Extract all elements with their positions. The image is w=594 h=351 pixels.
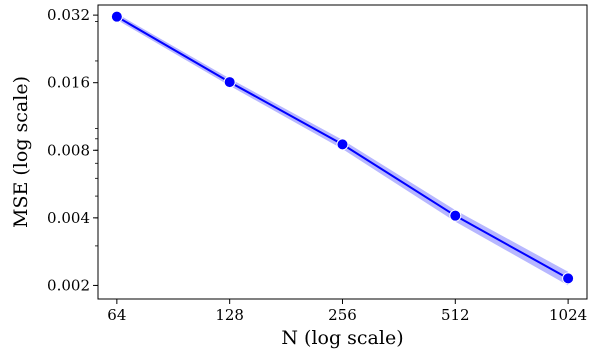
data-point <box>562 272 575 285</box>
x-tick-label: 128 <box>215 306 244 324</box>
x-tick-label: 64 <box>107 306 126 324</box>
y-tick-label: 0.016 <box>47 74 90 92</box>
y-tick-label: 0.004 <box>47 209 90 227</box>
x-tick-label: 1024 <box>549 306 587 324</box>
x-tick-label: 256 <box>328 306 357 324</box>
plot-content <box>110 10 575 286</box>
y-axis-ticks: 0.002 0.004 0.008 0.016 0.032 <box>47 6 98 294</box>
data-point <box>449 209 462 222</box>
y-tick-label: 0.032 <box>47 6 90 24</box>
y-tick-label: 0.002 <box>47 276 90 294</box>
data-point <box>223 76 236 89</box>
y-tick-label: 0.008 <box>47 141 90 159</box>
plot-frame <box>97 4 588 300</box>
y-axis-label: MSE (log scale) <box>10 76 32 228</box>
data-point <box>336 138 349 151</box>
x-tick-label: 512 <box>441 306 470 324</box>
data-point <box>110 10 123 23</box>
x-axis-ticks: 64 128 256 512 1024 <box>107 299 587 324</box>
x-axis-label: N (log scale) <box>281 327 403 349</box>
